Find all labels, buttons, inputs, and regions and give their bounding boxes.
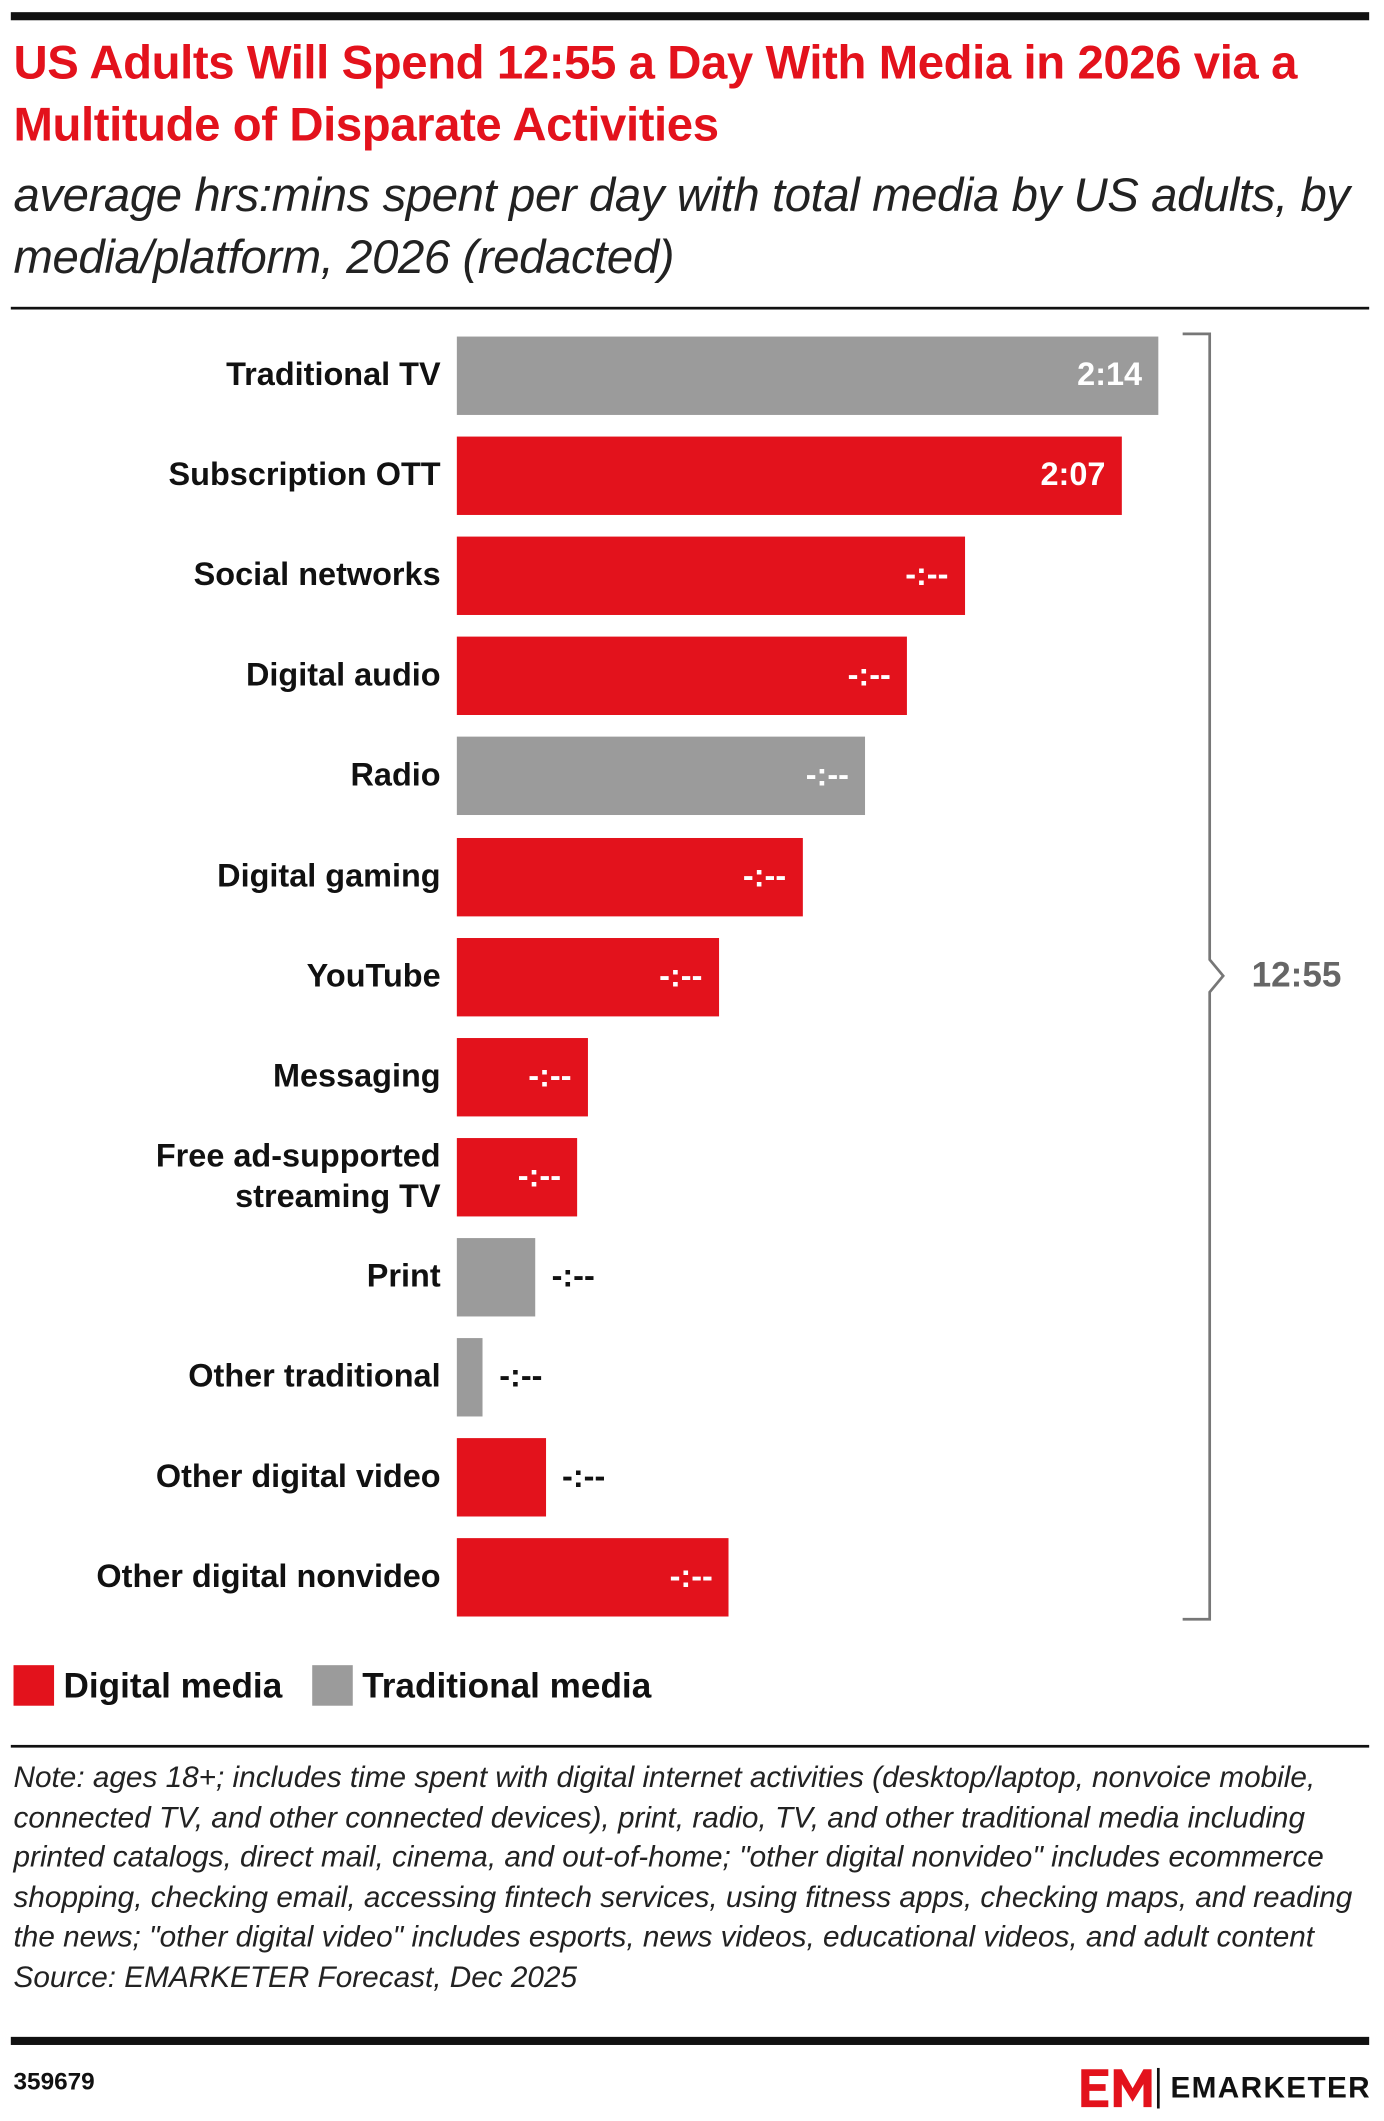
bar bbox=[456, 737, 866, 816]
legend-swatch bbox=[13, 1665, 55, 1706]
legend-label: Traditional media bbox=[362, 1665, 652, 1706]
value-label: -:-- bbox=[742, 857, 787, 895]
y-tick-label: Social networks bbox=[193, 557, 441, 594]
value-label: -:-- bbox=[669, 1558, 713, 1596]
note: Note: ages 18+; includes time spent with… bbox=[14, 1757, 1379, 1996]
y-tick-label: Messaging bbox=[272, 1057, 441, 1095]
value-label: -:-- bbox=[528, 1057, 572, 1095]
bar bbox=[456, 637, 908, 716]
bottom-rule bbox=[10, 2036, 1370, 2045]
top-rule bbox=[10, 12, 1370, 21]
value-label: 2:07 bbox=[1040, 456, 1106, 494]
value-label: -:-- bbox=[499, 1358, 543, 1395]
total-label: 12:55 bbox=[1251, 954, 1342, 995]
y-tick-label: Other digital video bbox=[155, 1458, 441, 1495]
value-label: 2:14 bbox=[1077, 356, 1143, 394]
value-label: -:-- bbox=[659, 957, 703, 995]
y-tick-label: Radio bbox=[350, 757, 441, 794]
y-tick-label: Traditional TV bbox=[226, 356, 441, 394]
source: Source: EMARKETER Forecast, Dec 2025 bbox=[13, 1959, 578, 1993]
legend-swatch bbox=[312, 1665, 353, 1706]
chart-id: 359679 bbox=[13, 2067, 95, 2095]
value-label: -:-- bbox=[847, 657, 891, 694]
logo-divider bbox=[1156, 2067, 1160, 2109]
logo-mark bbox=[1081, 2069, 1152, 2108]
y-tick-label: Other digital nonvideo bbox=[96, 1558, 441, 1596]
bar bbox=[456, 1438, 546, 1517]
bar bbox=[456, 937, 719, 1016]
bar bbox=[456, 1338, 484, 1417]
rule bbox=[10, 1744, 1370, 1748]
value-label: -:-- bbox=[905, 557, 949, 594]
value-label: -:-- bbox=[805, 757, 849, 794]
legend-label: Digital media bbox=[63, 1665, 283, 1706]
chart-subtitle: average hrs:mins spent per day with tota… bbox=[13, 168, 1351, 284]
bar bbox=[456, 1037, 588, 1116]
y-tick-label: Free ad-supported streaming TV bbox=[155, 1137, 441, 1215]
chart-title: US Adults Will Spend 12:55 a Day With Me… bbox=[13, 36, 1298, 152]
note-text: Note: ages 18+; includes time spent with… bbox=[13, 1759, 1353, 1954]
bar bbox=[456, 1137, 578, 1217]
bar bbox=[456, 536, 965, 616]
value-label: -:-- bbox=[551, 1258, 595, 1295]
value-label: -:-- bbox=[517, 1158, 562, 1195]
bar bbox=[456, 837, 803, 916]
rule bbox=[10, 306, 1370, 310]
y-tick-label: Digital audio bbox=[245, 657, 441, 694]
bar bbox=[456, 1237, 536, 1317]
brand: EMARKETER bbox=[1170, 2070, 1371, 2105]
y-tick-label: Other traditional bbox=[188, 1358, 441, 1395]
total-bracket bbox=[1182, 332, 1225, 1621]
bar bbox=[456, 336, 1159, 415]
bar bbox=[456, 436, 1122, 516]
value-label: -:-- bbox=[562, 1458, 606, 1495]
bar bbox=[456, 1538, 730, 1617]
y-tick-label: Digital gaming bbox=[217, 857, 441, 895]
y-tick-label: YouTube bbox=[306, 957, 441, 995]
y-tick-label: Print bbox=[366, 1258, 441, 1295]
y-tick-label: Subscription OTT bbox=[168, 456, 441, 494]
